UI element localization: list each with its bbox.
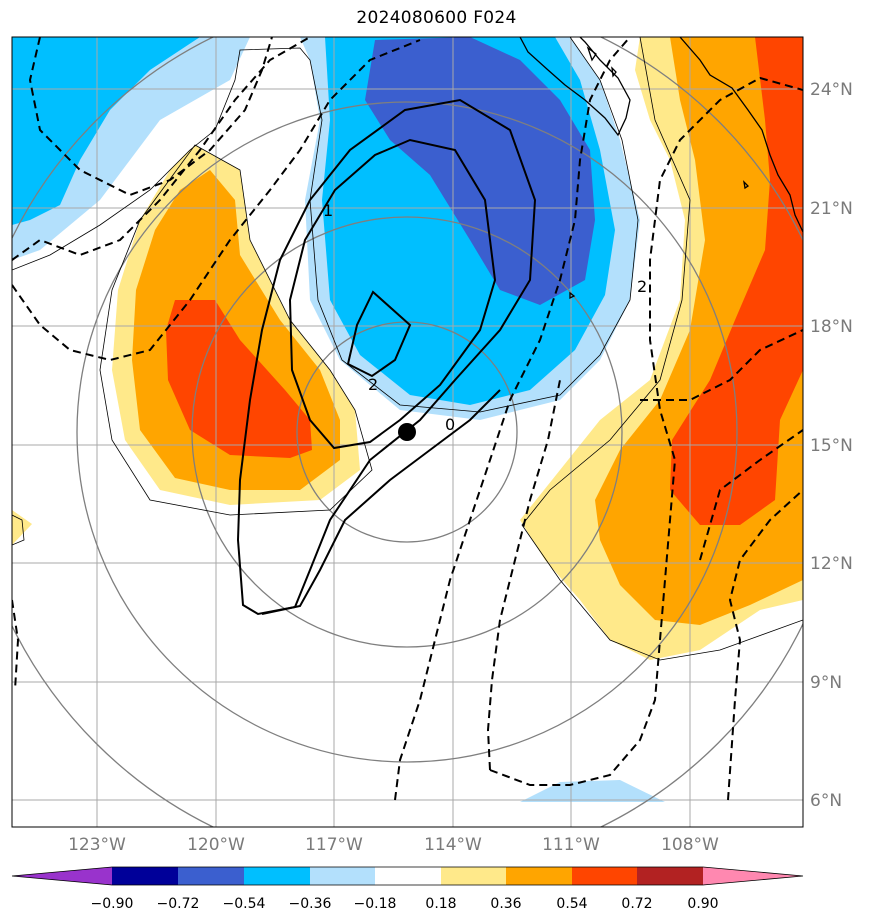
colorbar-segment (244, 867, 310, 885)
colorbar-segment (112, 867, 178, 885)
colorbar-tick-label: 0.72 (621, 896, 652, 912)
filled-field-p054 (166, 37, 803, 525)
lon-label: 117°W (305, 835, 363, 855)
contour-label: 0 (445, 415, 455, 434)
colorbar-tick-label: 0.36 (490, 896, 521, 912)
colorbar-extend-low (12, 867, 112, 885)
lon-label: 108°W (661, 835, 719, 855)
lon-label: 120°W (187, 835, 245, 855)
colorbar-tick-label: −0.72 (157, 896, 200, 912)
page-title: 2024080600 F024 (356, 8, 517, 28)
colorbar: −0.90 −0.72 −0.54 −0.36 −0.18 0.18 0.36 … (11, 866, 804, 912)
longitude-labels: 123°W 120°W 117°W 114°W 111°W 108°W (68, 835, 719, 855)
lat-label: 12°N (810, 554, 853, 574)
solid-contours (236, 98, 537, 616)
contour-label: 1 (323, 201, 333, 220)
colorbar-tick-label: 0.54 (556, 896, 587, 912)
colorbar-segment (637, 867, 703, 885)
lat-label: 24°N (810, 80, 853, 100)
colorbar-segment (310, 867, 375, 885)
colorbar-tick-label: −0.36 (289, 896, 332, 912)
lat-label: 18°N (810, 317, 853, 337)
colorbar-segment (178, 867, 244, 885)
latitude-labels: 24°N 21°N 18°N 15°N 12°N 9°N 6°N (810, 80, 853, 811)
filled-field-m054 (365, 37, 595, 305)
colorbar-tick-label: −0.90 (91, 896, 134, 912)
dashed-contours (12, 37, 803, 801)
lat-label: 6°N (810, 791, 842, 811)
colorbar-segment (375, 867, 441, 885)
lon-label: 123°W (68, 835, 126, 855)
colorbar-extend-high (703, 867, 803, 885)
colorbar-tick-label: 0.18 (425, 896, 456, 912)
colorbar-segment (572, 867, 637, 885)
lon-label: 111°W (542, 835, 600, 855)
map-plot: 1 2 0 2 (12, 37, 803, 827)
contour-labels: 1 2 0 2 (323, 201, 647, 434)
storm-center-dot (398, 423, 416, 441)
lat-lon-grid (12, 37, 803, 827)
contour-label: 2 (368, 375, 378, 394)
colorbar-tick-label: −0.18 (354, 896, 397, 912)
colorbar-tick-label: 0.90 (687, 896, 718, 912)
lat-label: 9°N (810, 673, 842, 693)
coastline (519, 37, 803, 300)
lat-label: 15°N (810, 436, 853, 456)
lat-label: 21°N (810, 199, 853, 219)
contour-label: 2 (637, 277, 647, 296)
range-rings (12, 37, 803, 827)
lon-label: 114°W (424, 835, 482, 855)
map-frame (11, 36, 804, 828)
colorbar-segment (441, 867, 506, 885)
colorbar-segment (506, 867, 572, 885)
colorbar-outline (11, 866, 804, 886)
colorbar-tick-label: −0.54 (223, 896, 266, 912)
